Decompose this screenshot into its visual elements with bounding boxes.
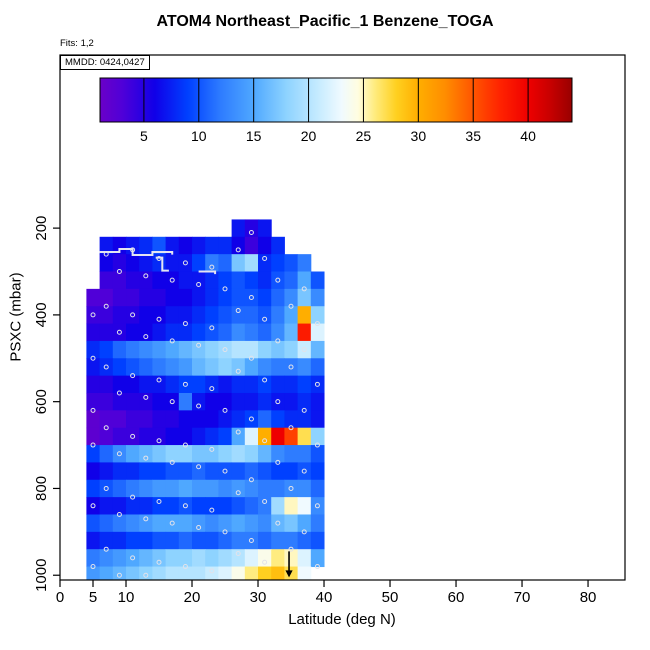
x-tick-label: 70 [514, 589, 531, 606]
y-axis-title: PSXC (mbar) [7, 272, 25, 362]
colorbar-tick-label: 5 [140, 128, 148, 144]
annotation-arrow [285, 551, 293, 578]
heatmap-cells [86, 219, 325, 581]
y-tick-label: 600 [33, 389, 50, 414]
x-tick-label: 5 [89, 589, 97, 606]
fits-label: Fits: 1,2 [60, 38, 94, 49]
colorbar-tick-label: 40 [520, 128, 536, 144]
x-tick-label: 0 [56, 589, 64, 606]
x-tick-label: 10 [118, 589, 135, 606]
y-tick-label: 200 [33, 216, 50, 241]
y-axis: 200 400 600 800 1000 [33, 216, 60, 592]
colorbar-tick-label: 35 [465, 128, 481, 144]
data-markers [90, 229, 320, 578]
colorbar-tick-label: 10 [191, 128, 207, 144]
x-tick-label: 30 [250, 589, 267, 606]
plot-box [59, 54, 626, 581]
x-axis: 0 5 10 20 30 40 50 60 70 80 [56, 580, 597, 606]
mmdd-box: MMDD: 0424,0427 [60, 55, 150, 70]
page-title: ATOM4 Northeast_Pacific_1 Benzene_TOGA [156, 13, 494, 30]
colorbar-tick-label: 15 [246, 128, 262, 144]
y-tick-label: 400 [33, 302, 50, 327]
x-tick-label: 50 [382, 589, 399, 606]
y-tick-label: 1000 [33, 559, 50, 592]
contour-lines [99, 247, 217, 275]
colorbar-tick-label: 25 [356, 128, 372, 144]
x-tick-label: 40 [316, 589, 333, 606]
colorbar: 5 10 15 20 25 30 35 40 [99, 77, 573, 144]
colorbar-tick-label: 30 [411, 128, 427, 144]
x-tick-label: 80 [580, 589, 597, 606]
y-tick-label: 800 [33, 476, 50, 501]
x-tick-label: 20 [184, 589, 201, 606]
x-axis-title: Latitude (deg N) [288, 611, 396, 628]
x-tick-label: 60 [448, 589, 465, 606]
colorbar-tick-label: 20 [301, 128, 317, 144]
